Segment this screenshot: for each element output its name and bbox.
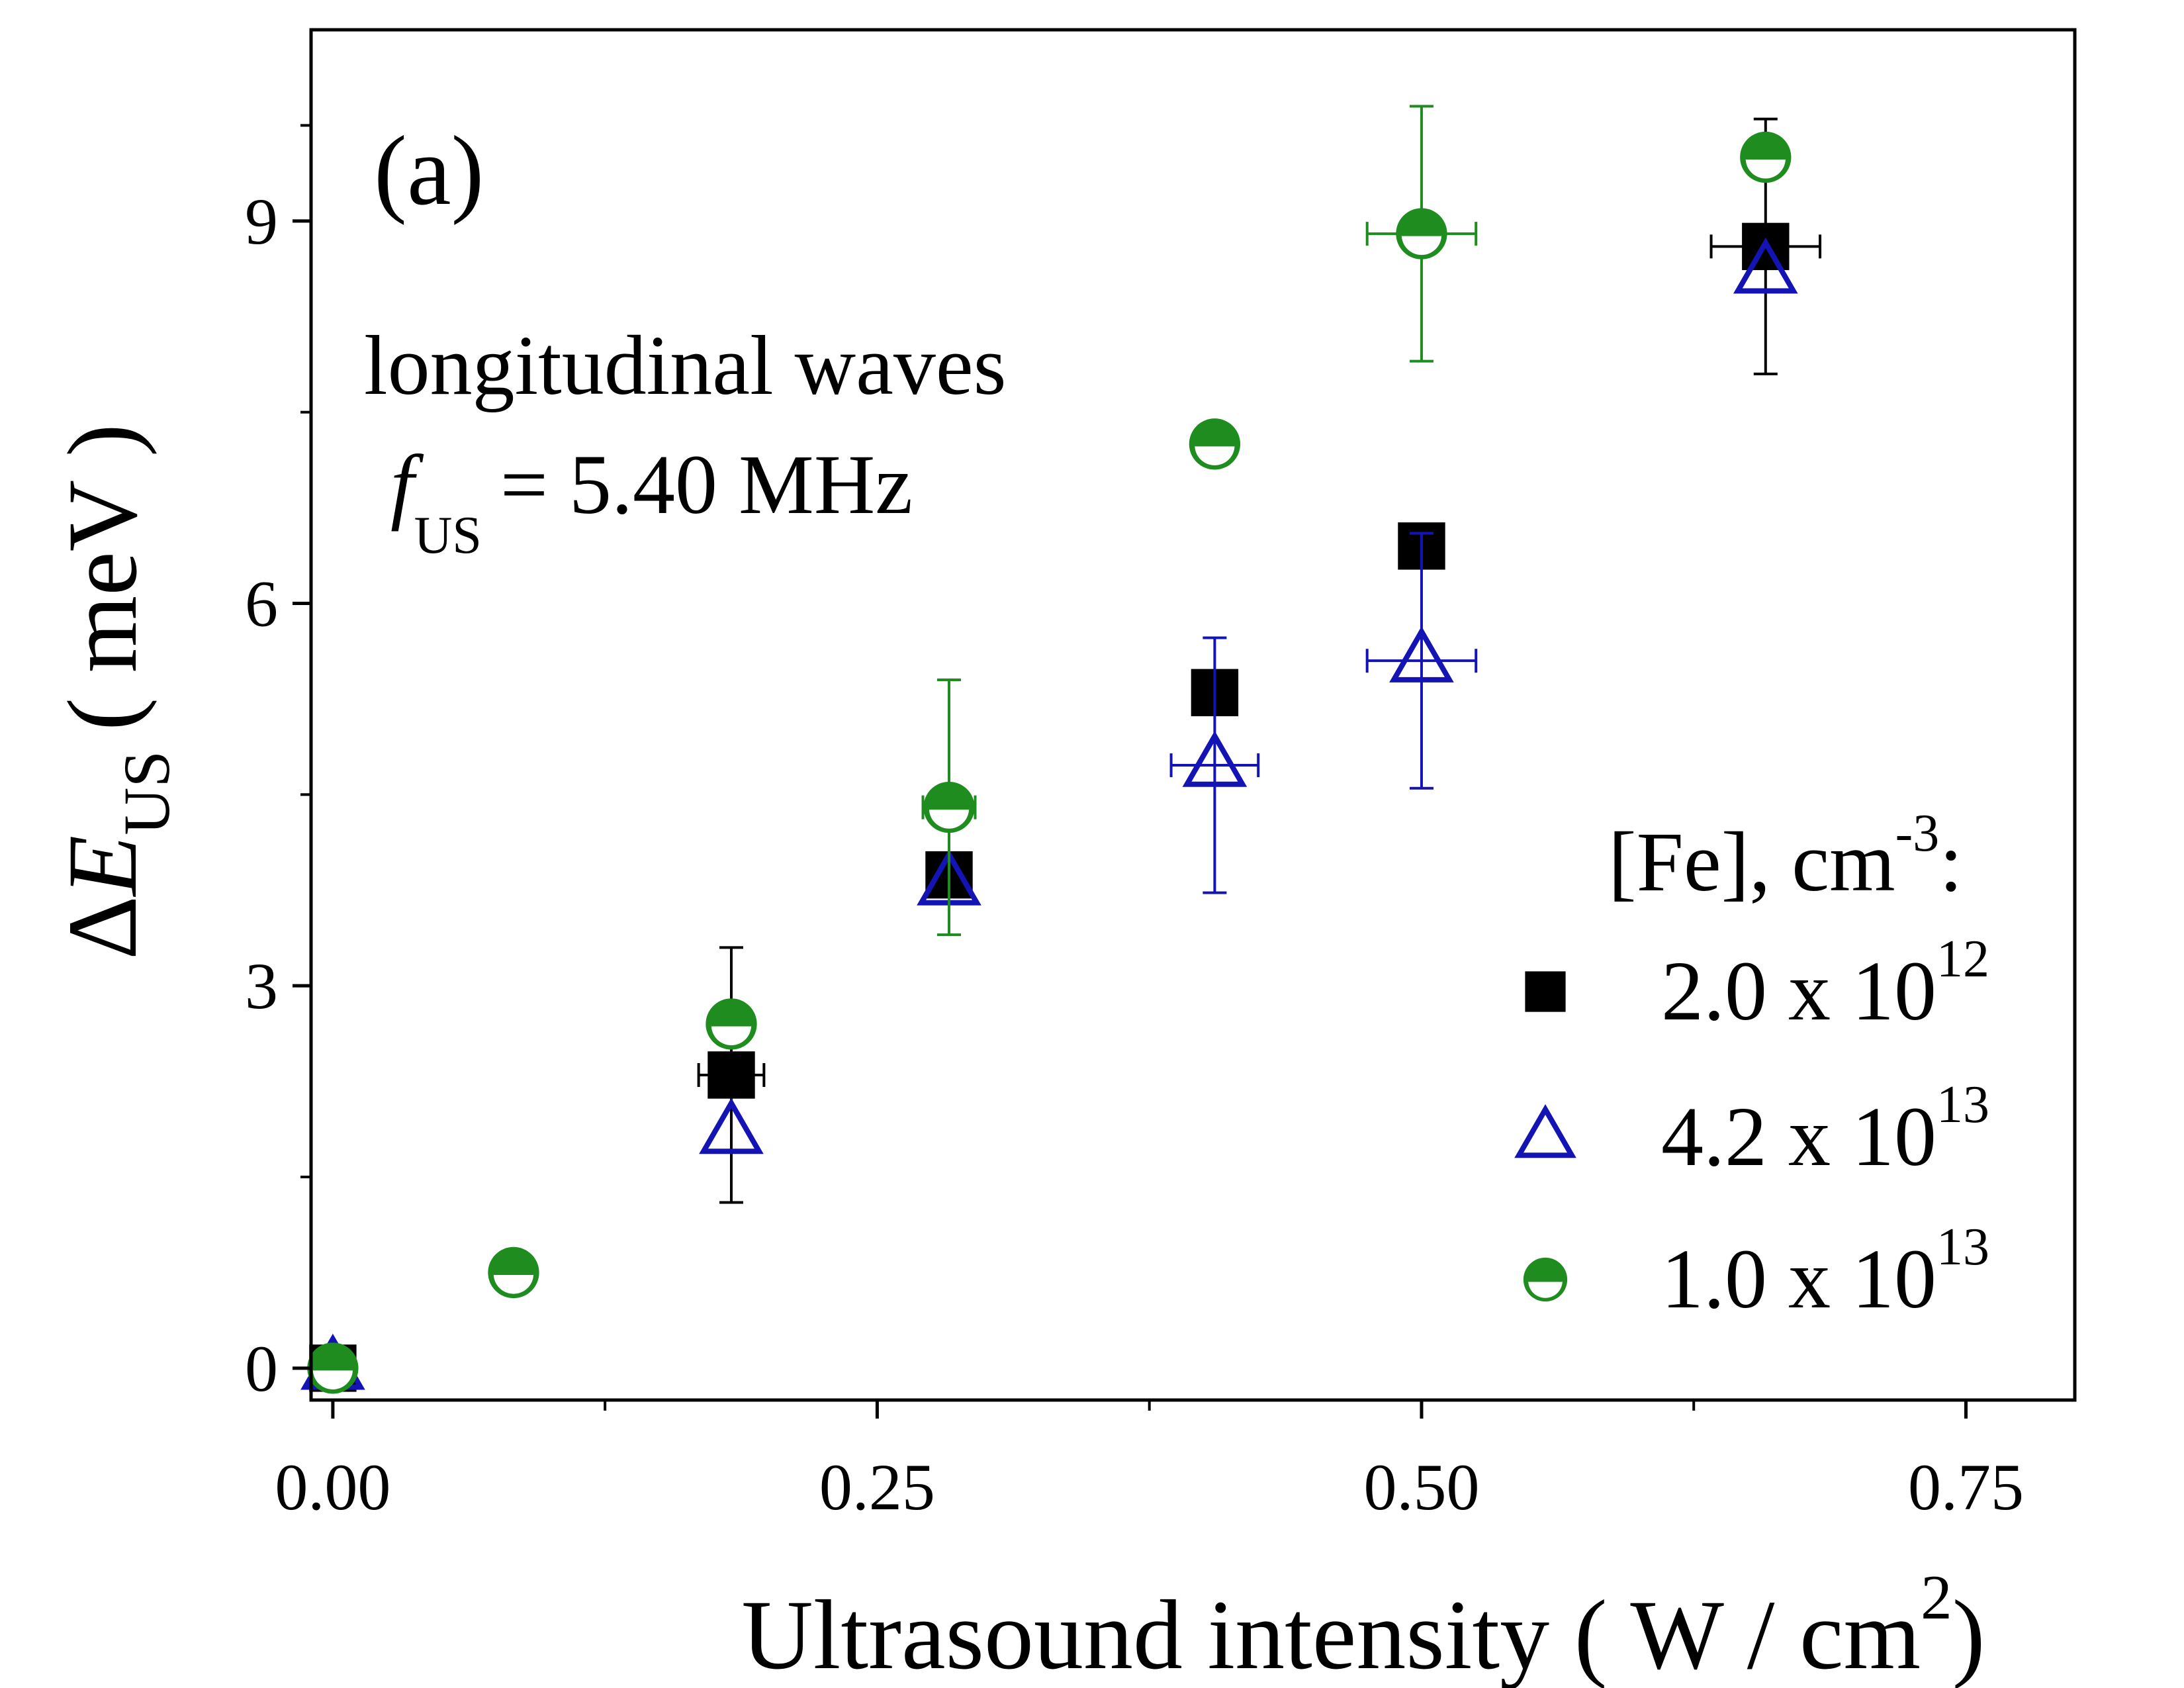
plot-area bbox=[300, 105, 1822, 1394]
error-bar bbox=[1169, 636, 1260, 894]
legend-label: 4.2 x 1013 bbox=[1661, 1076, 1989, 1184]
data-point bbox=[707, 1051, 755, 1099]
legend-title-main: [Fe], cm bbox=[1608, 815, 1895, 909]
annotation-mode: longitudinal waves bbox=[364, 318, 1007, 412]
x-axis-title-sup: 2 bbox=[1921, 1562, 1952, 1632]
y-tick-label: 3 bbox=[245, 949, 278, 1023]
data-point bbox=[1740, 131, 1792, 183]
annotation-frequency: fUS= 5.40 MHz bbox=[390, 438, 913, 565]
annotation-f-sub: US bbox=[414, 506, 482, 565]
legend-title: [Fe], cm-3: bbox=[1608, 804, 1963, 909]
legend-item: 1.0 x 1013 bbox=[1523, 1218, 1989, 1326]
plot-frame bbox=[309, 28, 2077, 1402]
data-point bbox=[488, 1246, 539, 1299]
panel-label: (a) bbox=[374, 116, 484, 226]
legend-marker bbox=[1514, 1103, 1576, 1158]
data-point bbox=[1389, 626, 1454, 682]
legend-items: 2.0 x 1012 4.2 x 1013 1.0 x 1013 bbox=[1514, 930, 1989, 1326]
legend-title-colon: : bbox=[1939, 815, 1963, 909]
x-axis-title: Ultrasound intensity ( W / cm2) bbox=[741, 1562, 1985, 1688]
y-axis-title-sub: US bbox=[110, 751, 183, 835]
legend-item: 4.2 x 1013 bbox=[1514, 1076, 1989, 1184]
data-point bbox=[705, 998, 757, 1050]
annotation-value: = 5.40 MHz bbox=[500, 438, 913, 532]
data-point bbox=[307, 1342, 359, 1394]
x-tick-label: 0.75 bbox=[1908, 1450, 2024, 1524]
legend-label: 2.0 x 1012 bbox=[1661, 930, 1989, 1038]
y-axis-title-delta: Δ bbox=[48, 896, 158, 959]
y-axis-title-e: E bbox=[48, 835, 158, 898]
y-tick-label: 6 bbox=[245, 567, 278, 641]
x-axis-title-main: Ultrasound intensity ( W / cm bbox=[741, 1580, 1921, 1688]
data-point bbox=[1733, 237, 1798, 294]
y-axis-title-unit: ( meV ) bbox=[48, 424, 158, 731]
x-axis-title-close: ) bbox=[1952, 1580, 1985, 1688]
series-3 bbox=[307, 105, 1792, 1394]
legend-label: 1.0 x 1013 bbox=[1661, 1218, 1989, 1326]
data-point bbox=[1182, 730, 1248, 787]
x-tick-label: 0.00 bbox=[275, 1450, 390, 1524]
data-point bbox=[1189, 418, 1241, 470]
legend-title-sup: -3 bbox=[1895, 804, 1940, 863]
x-tick-label: 0.25 bbox=[819, 1450, 935, 1524]
legend: [Fe], cm-3: 2.0 x 1012 4.2 x 1013 1.0 x 10… bbox=[1514, 804, 1989, 1326]
data-point bbox=[923, 781, 975, 833]
legend-item: 2.0 x 1012 bbox=[1525, 930, 1989, 1038]
data-point bbox=[699, 1098, 764, 1154]
ticks: 0.00 0.25 0.50 0.75 0 3 6 9 bbox=[245, 124, 2024, 1524]
y-tick-label: 0 bbox=[245, 1332, 278, 1405]
error-bar bbox=[1365, 532, 1478, 790]
y-axis-title: ΔEUS ( meV ) bbox=[48, 424, 183, 960]
legend-marker bbox=[1523, 1257, 1568, 1302]
y-tick-label: 9 bbox=[245, 185, 278, 258]
legend-marker bbox=[1525, 971, 1566, 1012]
x-tick-label: 0.50 bbox=[1363, 1450, 1479, 1524]
data-point bbox=[1396, 208, 1447, 259]
